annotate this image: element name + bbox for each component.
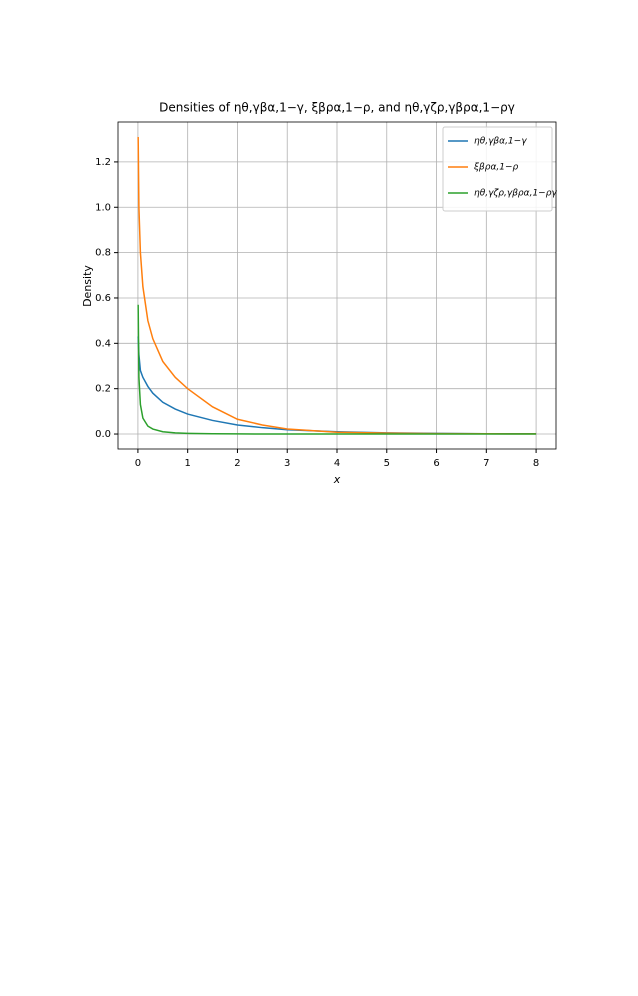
- x-axis-label: x: [333, 473, 341, 486]
- x-tick-label: 8: [533, 458, 539, 469]
- y-tick-label: 0.6: [95, 293, 111, 304]
- legend-label: ηθ,γβα,1−γ: [474, 137, 527, 147]
- line-series: [137, 304, 537, 435]
- x-tick-label: 0: [135, 458, 141, 469]
- x-tick-label: 4: [334, 458, 340, 469]
- x-tick-label: 1: [184, 458, 190, 469]
- plot-frame: [117, 121, 557, 450]
- y-tick-label: 0.2: [95, 384, 111, 395]
- x-tick-label: 5: [384, 458, 390, 469]
- chart-title: Densities of ηθ,γβα,1−γ, ξβρα,1−ρ, and η…: [159, 101, 515, 115]
- x-tick-label: 6: [433, 458, 439, 469]
- x-tick-label: 3: [284, 458, 290, 469]
- x-tick-label: 2: [234, 458, 240, 469]
- y-tick-label: 0.4: [95, 338, 111, 349]
- y-tick-label: 1.2: [95, 157, 111, 168]
- y-tick-label: 1.0: [95, 202, 111, 213]
- y-tick-label: 0.8: [95, 248, 111, 259]
- y-axis-label: Density: [81, 265, 94, 307]
- line-series: [137, 136, 537, 435]
- legend-box: [442, 126, 553, 212]
- x-tick-label: 7: [483, 458, 489, 469]
- legend-label: ξβρα,1−ρ: [473, 163, 519, 173]
- legend-label: ηθ,γζρ,γβρα,1−ργ: [474, 189, 557, 199]
- y-tick-label: 0.0: [95, 429, 111, 440]
